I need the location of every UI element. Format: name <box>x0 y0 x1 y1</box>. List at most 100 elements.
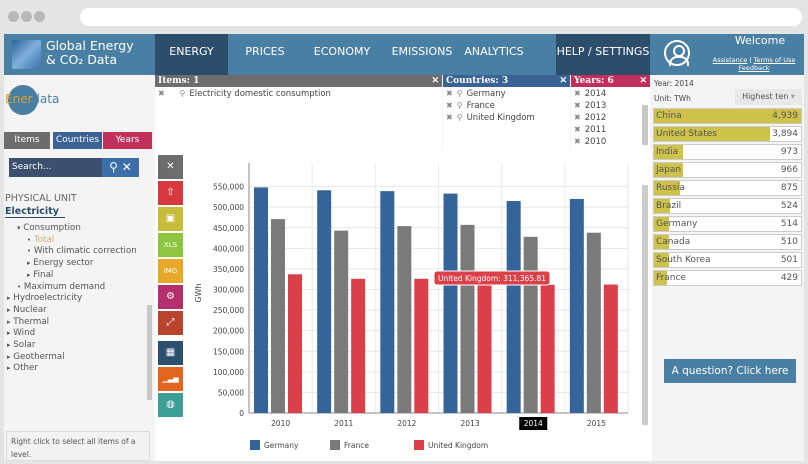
tooltip: United Kingdom: 311,365.81 <box>433 270 551 286</box>
feedback-link[interactable]: Feedback <box>738 64 770 72</box>
tree-bullet-icon: • <box>27 247 32 256</box>
img-icon[interactable]: IMG <box>158 259 183 283</box>
search-placeholder: Search... <box>12 162 52 172</box>
tab-years[interactable]: Years <box>103 132 152 149</box>
search-icon[interactable]: ⚲ <box>456 89 463 98</box>
remove-icon[interactable]: ✖ <box>574 113 581 122</box>
bar-germany <box>380 191 395 413</box>
settings-icon[interactable]: ⚙ <box>158 285 183 309</box>
ranking-country: India <box>656 147 679 157</box>
list-item-label: 2010 <box>584 137 607 147</box>
remove-icon[interactable]: ✖ <box>158 89 165 98</box>
remove-icon[interactable]: ✖ <box>574 137 581 146</box>
nav-analytics[interactable]: ANALYTICS <box>464 45 524 58</box>
close-icon[interactable]: ✕ <box>559 76 567 86</box>
bar-france <box>334 230 349 413</box>
ranking-row[interactable]: India 973 <box>653 144 802 160</box>
xls-icon[interactable]: XLS <box>158 233 183 257</box>
ranking-filter-dropdown[interactable]: Highest ten ▾ <box>735 89 802 105</box>
assistance-link[interactable]: Assistance <box>712 56 748 64</box>
tree-scrollbar[interactable] <box>147 305 152 400</box>
upload-icon[interactable]: ⇧ <box>158 181 183 205</box>
remove-icon[interactable]: ✖ <box>446 113 453 122</box>
ranking-row[interactable]: France 429 <box>653 270 802 286</box>
clear-file-icon[interactable]: ✕ <box>158 155 183 179</box>
remove-icon[interactable]: ✖ <box>446 89 453 98</box>
y-tick-label: 350,000 <box>213 265 244 274</box>
close-icon[interactable]: ✕ <box>121 160 132 174</box>
nav-emissions[interactable]: EMISSIONS <box>391 45 453 58</box>
bar-chart-icon[interactable]: ▁▃▅ <box>158 367 183 391</box>
tab-items[interactable]: Items <box>4 132 50 149</box>
search-icon[interactable]: ⚲ <box>456 101 463 110</box>
map-icon[interactable]: ◍ <box>158 393 183 417</box>
ranking-row[interactable]: South Korea 501 <box>653 252 802 268</box>
ranking-value: 501 <box>780 255 798 265</box>
years-scrollbar[interactable] <box>642 105 648 145</box>
y-tick-label: 50,000 <box>218 388 244 397</box>
ranking-country: South Korea <box>656 255 711 265</box>
bar-germany <box>443 193 458 413</box>
y-axis-label: GWh <box>194 283 203 302</box>
tree-item[interactable]: ▸ Other <box>7 363 38 373</box>
remove-icon[interactable]: ✖ <box>574 89 581 98</box>
search-icon[interactable]: ⚲ <box>109 160 118 174</box>
tree-item[interactable]: ▸ Energy sector <box>27 258 93 268</box>
nav-help-settings[interactable]: HELP / SETTINGS <box>556 34 650 75</box>
ranking-bar <box>654 217 670 231</box>
list-item: ✖ 2012 <box>574 112 647 124</box>
ranking-unit: Unit: TWh <box>654 94 691 103</box>
items-list: ✖ ⚲ Electricity domestic consumption <box>155 87 442 150</box>
tree-item[interactable]: ▸ Nuclear <box>7 305 47 315</box>
remove-icon[interactable]: ✖ <box>574 101 581 110</box>
tree-item-label: Solar <box>13 340 36 350</box>
ranking-row[interactable]: Brazil 524 <box>653 198 802 214</box>
items-panel-header: Items: 1 ✕ <box>155 75 442 87</box>
app-title: Global Energy & CO₂ Data <box>46 39 134 67</box>
filter-label: Highest ten <box>742 92 789 101</box>
search-icon[interactable]: ⚲ <box>456 113 463 122</box>
close-icon[interactable]: ✕ <box>639 76 647 86</box>
left-panel: Enerdata Items Countries Years Search...… <box>4 75 153 461</box>
ranking-row[interactable]: United States 3,894 <box>653 126 802 142</box>
tree-item[interactable]: ▸ Geothermal <box>7 352 65 362</box>
chart-scrollbar[interactable] <box>642 185 648 425</box>
table-icon[interactable]: ▦ <box>158 341 183 365</box>
fullscreen-icon[interactable]: ⤢ <box>158 311 183 335</box>
save-icon[interactable]: ▣ <box>158 207 183 231</box>
nav-energy[interactable]: ENERGY <box>155 34 228 75</box>
user-avatar-icon[interactable] <box>664 40 690 66</box>
tree-item[interactable]: ▾ Consumption <box>17 223 81 233</box>
tree-item[interactable]: ▸ Final <box>27 270 53 280</box>
tree-item[interactable]: • Total <box>27 235 54 245</box>
remove-icon[interactable]: ✖ <box>574 125 581 134</box>
search-input[interactable]: Search... ⚲ ✕ <box>9 158 139 177</box>
tree-item[interactable]: • With climatic correction <box>27 246 137 256</box>
address-bar[interactable] <box>80 8 802 26</box>
nav-economy[interactable]: ECONOMY <box>313 45 371 58</box>
close-icon[interactable]: ✕ <box>431 76 439 86</box>
ranking-row[interactable]: Russia 875 <box>653 180 802 196</box>
tree-item[interactable]: ▸ Solar <box>7 340 35 350</box>
tree-bullet-icon: ▸ <box>7 341 11 349</box>
bar-france <box>460 224 475 413</box>
tree-item[interactable]: ▸ Wind <box>7 328 35 338</box>
tree-item[interactable]: ▸ Hydroelectricity <box>7 293 82 303</box>
tree-item[interactable]: • Maximum demand <box>17 282 105 292</box>
ranking-row[interactable]: Canada 510 <box>653 234 802 250</box>
question-button[interactable]: A question? Click here <box>664 359 796 383</box>
ranking-row[interactable]: Germany 514 <box>653 216 802 232</box>
tree-item[interactable]: ▸ Thermal <box>7 317 49 327</box>
remove-icon[interactable]: ✖ <box>446 101 453 110</box>
y-tick-label: 250,000 <box>213 306 244 315</box>
ranking-bar <box>654 235 670 249</box>
terms-link[interactable]: Terms of Use <box>753 56 796 64</box>
ranking-row[interactable]: Japan 966 <box>653 162 802 178</box>
tree-bullet-icon: ▸ <box>27 270 31 279</box>
ranking-row[interactable]: China 4,939 <box>653 108 802 124</box>
countries-panel-header: Countries: 3 ✕ <box>443 75 570 87</box>
search-icon[interactable]: ⚲ <box>179 89 186 98</box>
nav-prices[interactable]: PRICES <box>245 45 285 58</box>
ranking-value: 510 <box>780 237 798 247</box>
tab-countries[interactable]: Countries <box>53 132 102 149</box>
